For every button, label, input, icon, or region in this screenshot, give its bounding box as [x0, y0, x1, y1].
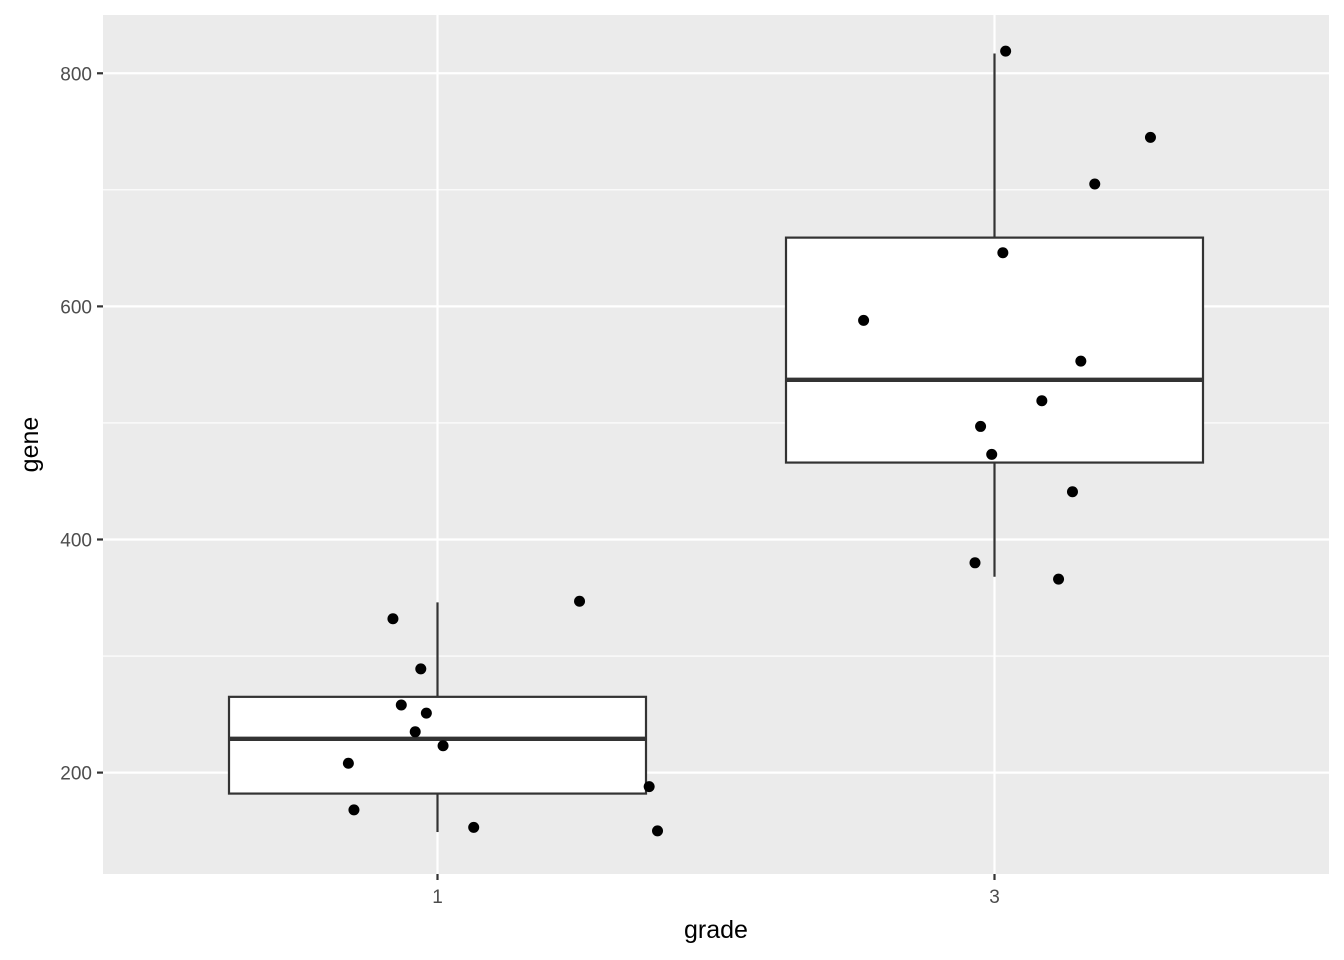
data-point: [574, 595, 586, 607]
data-point: [1144, 131, 1156, 143]
data-point: [643, 781, 655, 793]
data-points: [342, 45, 1156, 837]
data-point: [1089, 178, 1101, 190]
data-point: [997, 247, 1009, 259]
x-tick-label: 3: [989, 887, 1000, 908]
data-point: [1075, 355, 1087, 367]
box-grade-1: [227, 602, 648, 833]
data-point: [348, 804, 360, 816]
y-axis: 200 400 600 800: [60, 64, 103, 785]
data-point: [1000, 45, 1012, 57]
data-point: [437, 740, 449, 752]
x-axis-title: grade: [684, 916, 748, 944]
boxes: [227, 53, 1205, 833]
data-point: [986, 448, 998, 460]
box-grade-3: [784, 53, 1205, 577]
data-point: [395, 699, 407, 711]
data-point: [652, 825, 664, 837]
data-point: [1036, 395, 1048, 407]
data-point: [409, 726, 421, 738]
box-iqr: [784, 236, 1205, 464]
data-point: [420, 707, 432, 719]
data-point: [415, 663, 427, 675]
y-tick-label: 800: [60, 64, 92, 85]
data-point: [387, 613, 399, 625]
data-point: [969, 557, 981, 569]
data-point: [468, 821, 480, 833]
data-point: [975, 420, 987, 432]
data-point: [1053, 573, 1065, 585]
y-tick-label: 200: [60, 764, 92, 785]
y-axis-title: gene: [16, 417, 44, 473]
x-tick-label: 1: [432, 887, 443, 908]
data-point: [342, 757, 354, 769]
y-tick-label: 400: [60, 530, 92, 551]
box-iqr: [227, 695, 648, 795]
y-tick-label: 600: [60, 297, 92, 318]
data-point: [1066, 486, 1078, 498]
data-point: [858, 314, 870, 326]
